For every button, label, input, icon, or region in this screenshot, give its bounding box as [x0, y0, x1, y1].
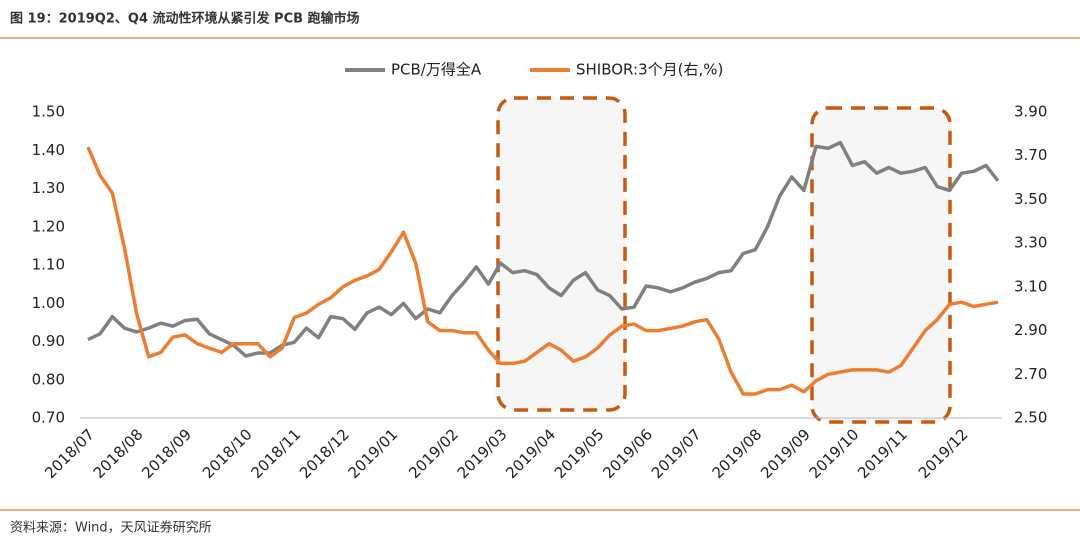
y-tick-label: 1.50: [32, 103, 65, 121]
y-tick-label: 1.10: [32, 256, 65, 274]
series-line: [86, 146, 999, 396]
x-tick-label: 2019/09: [757, 425, 814, 482]
x-tick-label: 2018/09: [138, 425, 195, 482]
series-line: [87, 140, 1000, 358]
y-tick-label: 1.20: [32, 217, 65, 235]
x-tick-label: 2019/11: [854, 425, 911, 482]
legend-label: SHIBOR:3个月(右,%): [576, 61, 723, 79]
y-tick-label: 0.70: [32, 409, 65, 427]
y2-tick-label: 3.10: [1014, 277, 1047, 295]
x-tick-label: 2019/04: [502, 425, 559, 482]
x-tick-label: 2019/10: [806, 425, 863, 482]
x-tick-label: 2018/11: [247, 425, 304, 482]
x-tick-label: 2018/07: [41, 425, 98, 482]
y-tick-label: 1.30: [32, 179, 65, 197]
x-tick-label: 2018/10: [199, 425, 256, 482]
x-tick-label: 2018/12: [296, 425, 353, 482]
y2-tick-label: 3.50: [1014, 190, 1047, 208]
x-tick-label: 2019/02: [405, 425, 462, 482]
x-tick-label: 2019/07: [648, 425, 705, 482]
x-tick-label: 2019/12: [915, 425, 972, 482]
highlight-box: [496, 96, 627, 412]
y-tick-label: 1.40: [32, 141, 65, 159]
y2-tick-label: 3.90: [1014, 103, 1047, 121]
x-tick-label: 2019/03: [454, 425, 511, 482]
x-tick-label: 2018/08: [90, 425, 147, 482]
chart-title: 图 19：2019Q2、Q4 流动性环境从紧引发 PCB 跑输市场: [10, 11, 360, 27]
legend-label: PCB/万得全A: [391, 61, 482, 79]
y2-tick-label: 2.50: [1014, 409, 1047, 427]
x-tick-label: 2019/05: [551, 425, 608, 482]
y2-tick-label: 2.70: [1014, 365, 1047, 383]
y2-tick-label: 2.90: [1014, 321, 1047, 339]
x-tick-label: 2019/08: [709, 425, 766, 482]
y-tick-label: 1.00: [32, 294, 65, 312]
y-tick-label: 0.80: [32, 370, 65, 388]
y2-tick-label: 3.70: [1014, 146, 1047, 164]
y-tick-label: 0.90: [32, 332, 65, 350]
x-tick-label: 2019/06: [599, 425, 656, 482]
source: 资料来源：Wind，天风证券研究所: [10, 520, 212, 536]
x-tick-label: 2019/01: [345, 425, 402, 482]
y2-tick-label: 3.30: [1014, 234, 1047, 252]
